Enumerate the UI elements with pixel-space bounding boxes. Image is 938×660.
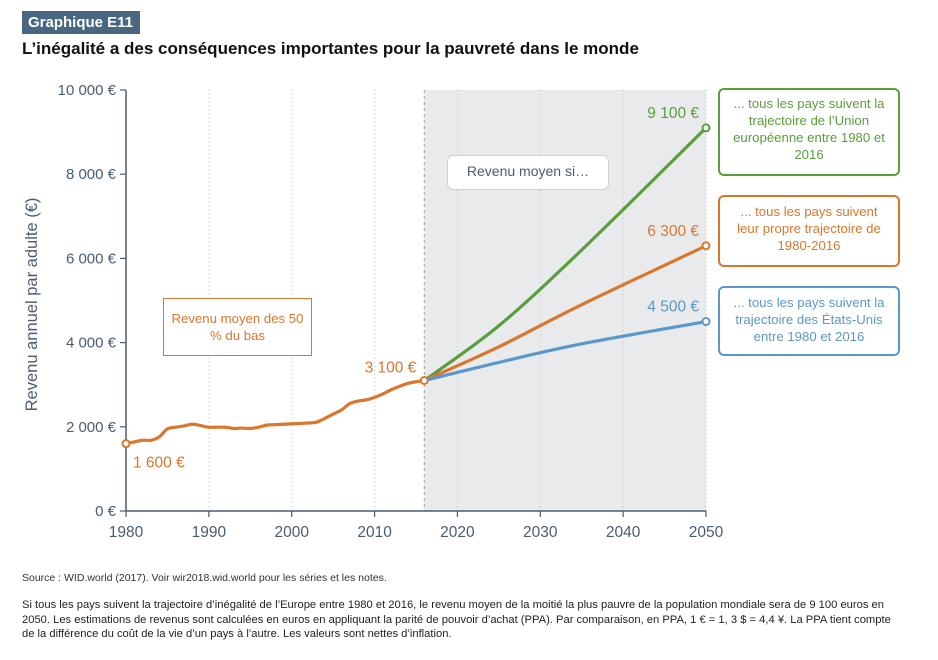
series-line-1 bbox=[422, 126, 708, 383]
series-line-3 bbox=[422, 319, 708, 383]
historical-line bbox=[125, 378, 425, 446]
series-end-marker-3 bbox=[701, 317, 711, 327]
legend-own-trajectory: ... tous les pays suivent leur propre tr… bbox=[718, 195, 900, 267]
historical-start-marker bbox=[121, 439, 131, 449]
y-tick-label: 2 000 € bbox=[66, 419, 117, 436]
x-tick-label: 2040 bbox=[606, 524, 641, 541]
figure-badge: Graphique E11 bbox=[22, 11, 141, 34]
source-note: Source : WID.world (2017). Voir wir2018.… bbox=[22, 572, 387, 584]
y-tick-label: 6 000 € bbox=[66, 250, 117, 267]
x-tick-label: 1990 bbox=[192, 524, 227, 541]
x-tick-label: 2010 bbox=[357, 524, 392, 541]
scenario-header-label: Revenu moyen si… bbox=[447, 155, 609, 190]
series-end-label-3: 4 500 € bbox=[647, 299, 699, 316]
series-end-marker-2 bbox=[701, 241, 711, 251]
x-tick-label: 2030 bbox=[523, 524, 558, 541]
chart-title: L’inégalité a des conséquences important… bbox=[22, 39, 639, 58]
series-end-marker-1 bbox=[701, 123, 711, 133]
footnote: Si tous les pays suivent la trajectoire … bbox=[22, 599, 891, 640]
y-axis-title: Revenu annuel par adulte (€) bbox=[23, 198, 41, 412]
legend-eu-scenario: ... tous les pays suivent la trajectoire… bbox=[718, 88, 900, 176]
y-tick-label: 8 000 € bbox=[66, 166, 117, 183]
y-tick-label: 0 € bbox=[95, 503, 117, 520]
annotation-start-value: 1 600 € bbox=[133, 455, 185, 472]
y-tick-label: 10 000 € bbox=[58, 82, 117, 99]
x-tick-label: 1980 bbox=[109, 524, 144, 541]
annotation-2016-value: 3 100 € bbox=[365, 359, 417, 376]
historical-series-label: Revenu moyen des 50 % du bas bbox=[163, 298, 312, 356]
series-line-2 bbox=[422, 244, 708, 383]
x-tick-label: 2050 bbox=[689, 524, 724, 541]
x-tick-label: 2000 bbox=[274, 524, 309, 541]
x-tick-label: 2020 bbox=[440, 524, 475, 541]
series-end-label-1: 9 100 € bbox=[647, 105, 699, 122]
series-end-label-2: 6 300 € bbox=[647, 223, 699, 240]
legend-us-scenario: ... tous les pays suivent la trajectoire… bbox=[718, 286, 900, 356]
historical-end-marker bbox=[419, 375, 429, 385]
line-chart: 0 € 2 000 € 4 000 € 6 000 € 8 000 € 10 000 € 1… bbox=[23, 82, 724, 541]
y-tick-label: 4 000 € bbox=[66, 335, 117, 352]
